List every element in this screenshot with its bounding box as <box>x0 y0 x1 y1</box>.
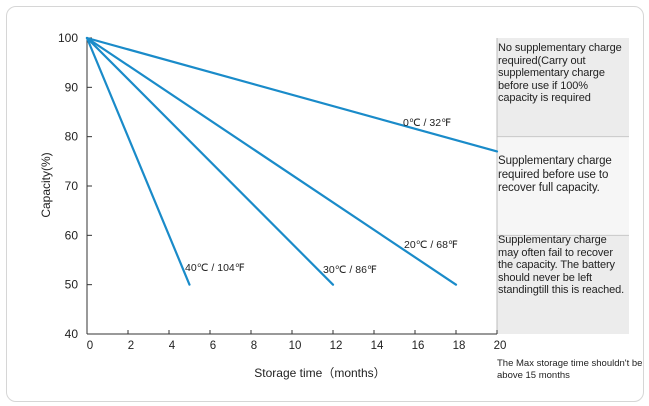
y-tick-label: 50 <box>65 278 79 292</box>
x-tick-label: 18 <box>453 340 466 352</box>
y-tick-label: 60 <box>65 228 79 242</box>
y-tick-label: 100 <box>58 31 78 45</box>
x-tick-label: 6 <box>210 340 216 352</box>
zones-layer <box>496 38 629 334</box>
zone-note-may-fail: Supplementary charge may often fail to r… <box>498 234 625 297</box>
x-tick-label: 2 <box>128 340 134 352</box>
series-label-1: 20℃ / 68℉ <box>404 239 458 251</box>
x-axis-title: Storage time（months） <box>254 366 385 380</box>
x-tick-label: 10 <box>289 340 302 352</box>
series-line-2 <box>85 36 335 286</box>
series-line-3 <box>85 36 191 286</box>
ticks-layer: 40 50 60 70 80 90 100 0 2 4 6 8 10 12 14 16 18 20 <box>58 31 506 352</box>
zone-note-no-charge: No supplementary charge required(Carry o… <box>498 42 622 105</box>
series-line-1 <box>85 36 458 286</box>
zone-panel-1 <box>497 136 629 236</box>
y-tick-label: 90 <box>65 80 79 94</box>
series-layer <box>85 36 499 286</box>
series-label-0: 0℃ / 32℉ <box>403 117 451 129</box>
x-tick-label: 12 <box>330 340 343 352</box>
zone-note-supplementary: Supplementary charge required before use… <box>498 155 612 194</box>
y-tick-label: 80 <box>65 130 79 144</box>
zone-panel-2 <box>497 235 629 334</box>
series-label-2: 30℃ / 86℉ <box>323 264 377 276</box>
x-tick-label: 16 <box>412 340 425 352</box>
series-line-0 <box>85 36 499 153</box>
y-tick-label: 70 <box>65 179 79 193</box>
x-tick-label: 4 <box>169 340 176 352</box>
x-tick-label: 14 <box>371 340 384 352</box>
y-axis-title: Capacity(%) <box>39 152 53 217</box>
storage-footnote: The Max storage time shouldn't be above … <box>497 358 643 381</box>
y-tick-label: 40 <box>65 327 79 341</box>
x-tick-label: 8 <box>251 340 257 352</box>
zone-panel-0 <box>497 38 629 137</box>
labels-layer: 0℃ / 32℉ 20℃ / 68℉ 30℃ / 86℉ 40℃ / 104℉ <box>185 117 458 276</box>
x-tick-label: 20 <box>494 340 507 352</box>
x-tick-label: 0 <box>87 340 93 352</box>
series-label-3: 40℃ / 104℉ <box>185 262 245 274</box>
